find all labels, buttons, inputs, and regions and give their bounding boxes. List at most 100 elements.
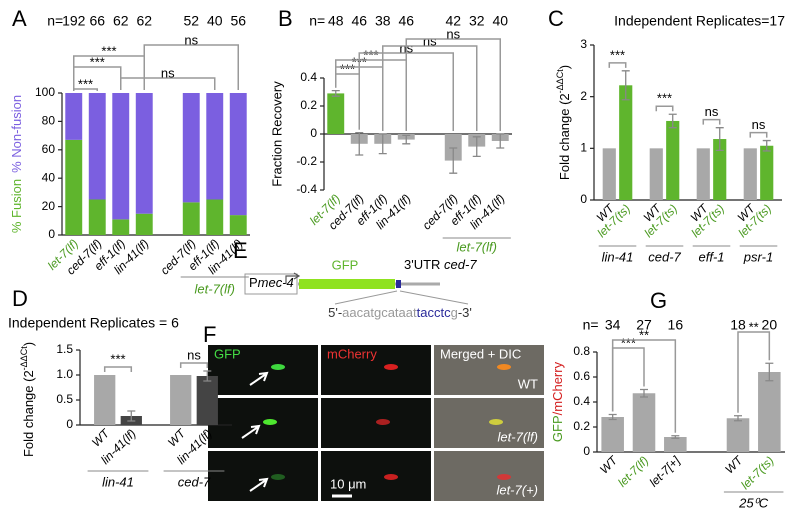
utr-prefix: 3'UTR	[404, 257, 444, 272]
utr-label: 3'UTR ced-7	[404, 257, 477, 272]
significance-label: ***	[110, 351, 125, 366]
y-axis-label: Fraction Recovery	[269, 81, 284, 187]
binding-site	[396, 280, 401, 288]
column-header: GFP	[214, 346, 241, 361]
error-bar	[762, 139, 771, 152]
y-label-part: -ΔΔCt	[555, 69, 565, 94]
significance-label: **	[639, 327, 649, 342]
n-value: 34	[605, 317, 621, 333]
bar	[619, 85, 633, 200]
row-label: WT	[518, 376, 538, 391]
bar-segment	[135, 213, 153, 235]
error-bar	[734, 415, 742, 422]
y-tick-label: 1	[580, 141, 587, 155]
sequence-part: -3'	[458, 305, 472, 320]
error-bar	[621, 70, 630, 101]
n-value: 38	[375, 13, 391, 29]
bar-segment	[88, 93, 106, 200]
y-tick-label: 1.0	[56, 367, 73, 381]
bar-segment	[135, 93, 153, 214]
micrograph	[208, 345, 318, 395]
promoter-name: mec-4	[258, 275, 294, 290]
significance-bracket	[749, 131, 768, 138]
row-label: let-7(lf)	[498, 429, 538, 444]
bar	[632, 393, 656, 452]
panel-label: B	[278, 6, 293, 31]
bar	[170, 375, 192, 425]
significance-label: ns	[187, 347, 201, 362]
scale-bar-label: 10 μm	[330, 476, 366, 491]
n-value: 40	[492, 13, 508, 29]
category-label: eff-1	[698, 249, 724, 264]
panel-label: A	[12, 6, 27, 31]
error-bar	[331, 89, 340, 97]
significance-bracket	[382, 45, 478, 131]
panel-f-images: F GFP mCherry Merged + DIC WT let-7(lf) let-7…	[203, 322, 544, 501]
y-tick-label: 0	[580, 192, 587, 206]
sequence: 5'-aacatgcataattacctcg-3'	[328, 305, 472, 320]
y-tick-label: 80	[42, 114, 56, 128]
y-label-part: /mCherry	[550, 361, 565, 415]
cell-spot	[497, 364, 511, 370]
y-label-part: GFP	[550, 415, 565, 442]
bar-segment	[88, 199, 106, 235]
y-tick-label: 100	[35, 85, 55, 99]
significance-bracket	[608, 62, 627, 68]
error-bar	[668, 113, 677, 129]
n-value: 62	[113, 13, 129, 29]
significance-label: ***	[90, 54, 105, 69]
category-label: psr-1	[743, 249, 773, 264]
promoter-box	[244, 273, 298, 295]
error-bar	[402, 134, 411, 145]
chart-title: Independent Replicates=17	[614, 13, 785, 29]
significance-label: ***	[340, 61, 355, 76]
y-tick-label: 0.2	[300, 98, 317, 112]
y-label-part: Fold change (2	[557, 93, 572, 180]
significance-label: ***	[621, 335, 636, 350]
sequence-part: tacctc	[417, 305, 451, 320]
bar	[602, 148, 616, 200]
y-label-part: -ΔΔCt	[19, 346, 29, 371]
error-bar	[765, 362, 774, 382]
y-tick-label: 60	[42, 142, 56, 156]
significance-label: **	[749, 319, 759, 334]
cell-spot	[376, 419, 390, 425]
promoter-prefix: P	[249, 275, 258, 290]
n-prefix: n=	[583, 317, 599, 333]
bar	[444, 134, 462, 161]
y-tick-label: 40	[42, 170, 56, 184]
n-value: 18	[730, 317, 746, 333]
bar	[601, 417, 624, 452]
n-value: 46	[398, 13, 414, 29]
n-value: 27	[636, 317, 652, 333]
bar-segment	[65, 93, 83, 140]
y-label-part: % Fusion	[9, 179, 24, 233]
micrograph	[208, 451, 318, 501]
error-bar	[608, 413, 617, 421]
utr-gene: ced-7	[444, 257, 477, 272]
bar	[664, 437, 687, 452]
n-value: 46	[351, 13, 367, 29]
category-label: lin-41	[102, 474, 134, 489]
significance-label: ***	[657, 91, 672, 106]
promoter-arrow	[285, 272, 301, 284]
group-label: let-7(lf)	[195, 281, 235, 296]
x-tick-label: let-7(lf)	[615, 453, 651, 489]
bar-segment	[229, 215, 247, 235]
significance-bracket	[179, 362, 209, 368]
y-tick-label: 0	[583, 444, 590, 458]
error-bar	[715, 127, 724, 152]
arrow	[249, 477, 269, 492]
category-label: ced-7	[648, 249, 681, 264]
panel-label: E	[233, 238, 248, 263]
row-label: let-7(+)	[496, 482, 538, 497]
significance-label: ns	[423, 33, 437, 48]
n-value: 52	[183, 13, 199, 29]
x-tick-label: WT	[597, 452, 621, 476]
y-label-part: % Non-fusion	[9, 95, 24, 173]
category-label: lin-41	[602, 249, 634, 264]
n-value: 56	[230, 13, 246, 29]
chart-title: Independent Replicates = 6	[8, 315, 179, 331]
significance-bracket	[103, 366, 133, 372]
